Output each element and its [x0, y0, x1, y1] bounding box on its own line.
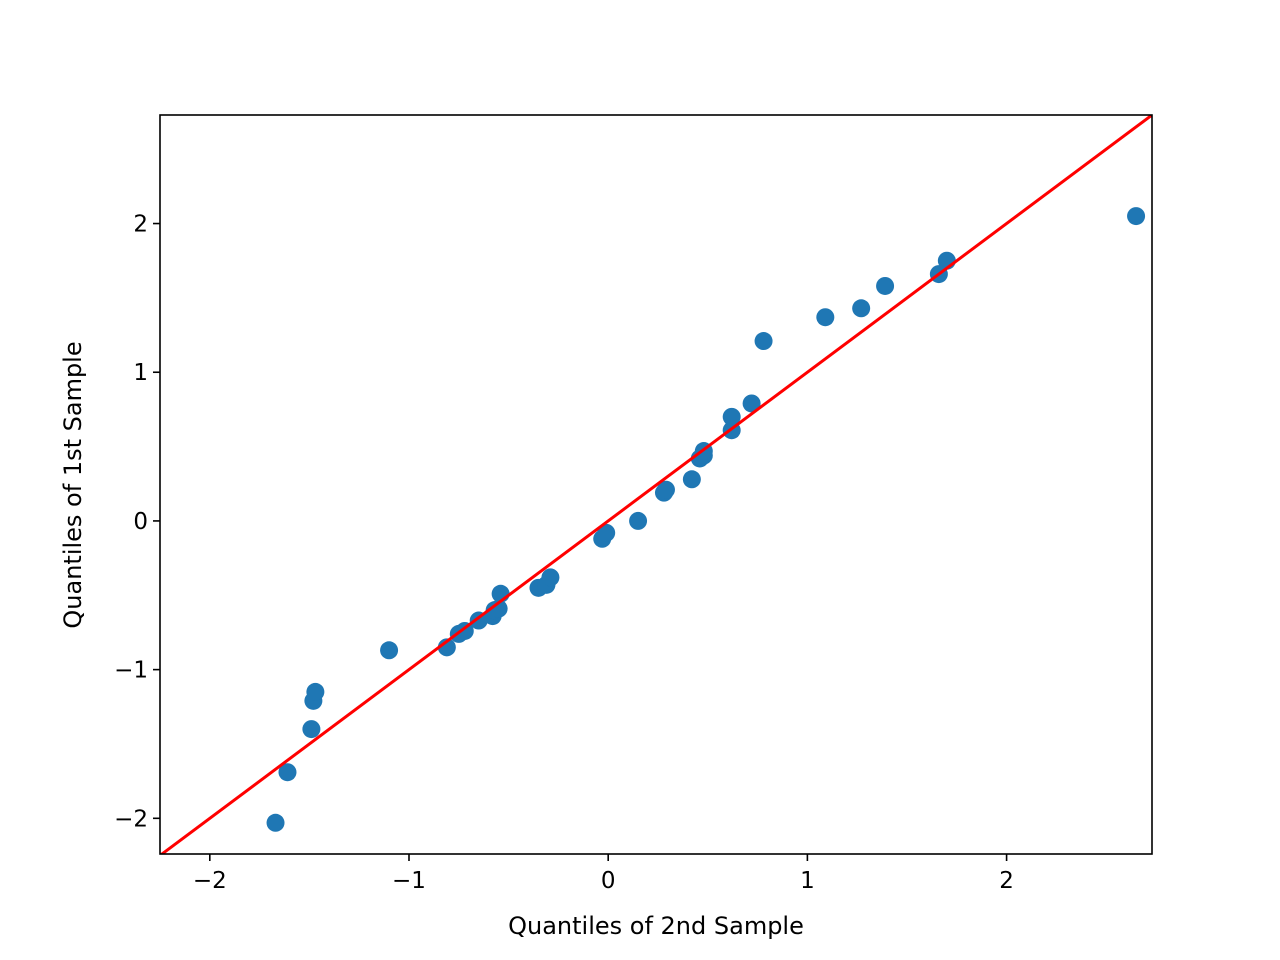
data-point [541, 568, 560, 587]
data-point [437, 638, 456, 657]
x-tick-label: 1 [800, 868, 815, 894]
x-tick-label: −2 [193, 868, 227, 894]
x-axis-label: Quantiles of 2nd Sample [508, 912, 804, 940]
y-tick-label: 0 [133, 509, 148, 535]
y-tick-label: 1 [133, 360, 148, 386]
reference-line [160, 115, 1152, 854]
data-point [597, 523, 616, 542]
data-point [302, 720, 321, 739]
data-point [380, 641, 399, 660]
plot-area [160, 115, 1152, 854]
data-point [1127, 207, 1146, 226]
y-axis: −2 −1 0 1 2 [114, 212, 160, 832]
data-point [266, 813, 285, 832]
data-point [754, 332, 773, 351]
x-tick-label: 0 [601, 868, 616, 894]
data-point [876, 276, 895, 295]
data-point [306, 682, 325, 701]
data-point [742, 394, 761, 413]
data-point [682, 470, 701, 489]
x-axis: −2 −1 0 1 2 [193, 854, 1014, 894]
y-tick-label: 2 [133, 212, 148, 238]
data-point [656, 480, 675, 499]
data-point [816, 308, 835, 327]
axes-frame [159, 114, 1153, 855]
x-tick-label: −1 [392, 868, 426, 894]
data-point [722, 407, 741, 426]
data-point [629, 511, 648, 530]
x-tick-label: 2 [999, 868, 1014, 894]
data-point [278, 763, 297, 782]
y-tick-label: −1 [114, 658, 148, 684]
data-point [489, 599, 508, 618]
data-point [852, 299, 871, 318]
y-tick-label: −2 [114, 806, 148, 832]
y-axis-label: Quantiles of 1st Sample [59, 341, 87, 628]
